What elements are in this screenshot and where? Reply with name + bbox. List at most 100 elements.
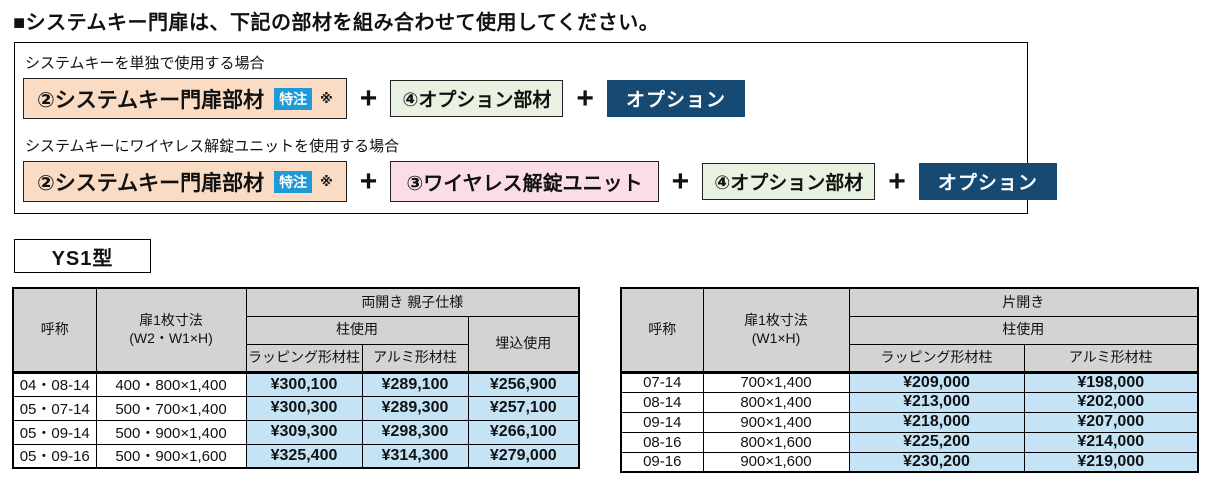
pillar-type-wrapping: ラッピング形材柱 [245, 343, 363, 373]
cell-name: 05・09-14 [12, 419, 97, 445]
cell-price-embed: ¥256,900 [467, 370, 580, 397]
group-header-double-leaf: 両開き 親子仕様 [245, 287, 580, 317]
plus-sign: + [671, 164, 690, 198]
model-label-box: YS1型 [14, 239, 151, 273]
cell-size: 800×1,600 [702, 431, 850, 453]
size-header-sub: (W1×H) [751, 329, 801, 346]
table-row: 05・09-16 500・900×1,600 ¥325,400 ¥314,300… [12, 443, 580, 469]
part-wireless-unlock-unit-label: ③ワイヤレス解錠ユニット [406, 173, 643, 195]
cell-price-aluminum: ¥207,000 [1023, 411, 1199, 433]
embed-use-header: 埋込使用 [467, 315, 580, 373]
part-system-key-gate: ②システムキー門扉部材 特注 ※ [23, 161, 347, 202]
cell-name: 05・09-16 [12, 443, 97, 469]
cell-size: 700×1,400 [702, 370, 850, 393]
cell-price-wrapping: ¥300,100 [245, 370, 363, 397]
cell-name: 07-14 [620, 370, 704, 393]
part-option-parts-label: ④オプション部材 [714, 173, 864, 194]
part-option-parts: ④オプション部材 [390, 80, 564, 117]
part-option-parts-label: ④オプション部材 [402, 90, 552, 111]
special-order-badge: 特注 [274, 170, 313, 193]
col-header-size: 扉1枚寸法 (W2・W1×H) [95, 287, 247, 373]
cell-size: 900×1,600 [702, 451, 850, 473]
case2-label: システムキーにワイヤレス解錠ユニットを使用する場合 [25, 138, 400, 155]
pillar-type-wrapping: ラッピング形材柱 [848, 343, 1025, 373]
case2-combo-row: ②システムキー門扉部材 特注 ※ + ③ワイヤレス解錠ユニット + ④オプション… [23, 161, 1057, 202]
plus-sign: + [359, 164, 378, 198]
cell-price-wrapping: ¥225,200 [848, 431, 1025, 453]
part-system-key-gate: ②システムキー門扉部材 特注 ※ [23, 78, 347, 119]
table-row: 09-16 900×1,600 ¥230,200 ¥219,000 [620, 451, 1199, 473]
cell-name: 05・07-14 [12, 395, 97, 421]
cell-price-wrapping: ¥218,000 [848, 411, 1025, 433]
table-row: 08-16 800×1,600 ¥225,200 ¥214,000 [620, 431, 1199, 453]
cell-price-wrapping: ¥209,000 [848, 370, 1025, 393]
usage-guide-box: システムキーを単独で使用する場合 ②システムキー門扉部材 特注 ※ + ④オプシ… [14, 42, 1057, 214]
part-option-label: オプション [937, 173, 1038, 194]
case1-label: システムキーを単独で使用する場合 [25, 55, 265, 72]
part-wireless-unlock-unit: ③ワイヤレス解錠ユニット [390, 161, 659, 202]
cell-name: 09-14 [620, 411, 704, 433]
model-label: YS1型 [51, 247, 114, 270]
table-row: 05・07-14 500・700×1,400 ¥300,300 ¥289,300… [12, 395, 580, 421]
cell-size: 500・900×1,600 [95, 443, 247, 469]
cell-size: 500・900×1,400 [95, 419, 247, 445]
size-header-main: 扉1枚寸法 [744, 312, 808, 329]
cell-price-aluminum: ¥202,000 [1023, 391, 1199, 413]
case1-combo-row: ②システムキー門扉部材 特注 ※ + ④オプション部材 + オプション [23, 78, 1027, 119]
cell-price-aluminum: ¥289,300 [361, 395, 469, 421]
reference-mark: ※ [320, 173, 333, 189]
pillar-use-header: 柱使用 [245, 315, 469, 345]
plus-sign: + [359, 81, 378, 115]
cell-price-aluminum: ¥219,000 [1023, 451, 1199, 473]
group-header-single-leaf: 片開き [848, 287, 1199, 317]
plus-sign: + [576, 81, 594, 115]
part-system-key-gate-label: ②システムキー門扉部材 [37, 171, 265, 195]
col-header-name: 呼称 [12, 287, 97, 373]
price-table-double-leaf: 呼称 扉1枚寸法 (W2・W1×H) 両開き 親子仕様 柱使用 埋込使用 ラッピ… [12, 287, 581, 469]
cell-name: 08-16 [620, 431, 704, 453]
cell-name: 08-14 [620, 391, 704, 413]
cell-name: 09-16 [620, 451, 704, 473]
cell-price-wrapping: ¥309,300 [245, 419, 363, 445]
cell-price-wrapping: ¥325,400 [245, 443, 363, 469]
table-row: 08-14 800×1,400 ¥213,000 ¥202,000 [620, 391, 1199, 413]
special-order-badge: 特注 [274, 87, 313, 110]
part-option: オプション [918, 163, 1057, 200]
plus-sign: + [888, 164, 906, 198]
cell-price-embed: ¥266,100 [467, 419, 580, 445]
pillar-use-header: 柱使用 [848, 315, 1199, 345]
cell-size: 400・800×1,400 [95, 370, 247, 397]
size-header-main: 扉1枚寸法 [139, 312, 203, 329]
part-option: オプション [606, 80, 745, 117]
cell-price-wrapping: ¥300,300 [245, 395, 363, 421]
table-row: 04・08-14 400・800×1,400 ¥300,100 ¥289,100… [12, 370, 580, 397]
table-row: 07-14 700×1,400 ¥209,000 ¥198,000 [620, 370, 1199, 393]
cell-size: 500・700×1,400 [95, 395, 247, 421]
price-table-single-leaf: 呼称 扉1枚寸法 (W1×H) 片開き 柱使用 ラッピング形材柱 アルミ形材柱 … [620, 287, 1199, 473]
size-header-sub: (W2・W1×H) [129, 329, 213, 346]
cell-price-aluminum: ¥298,300 [361, 419, 469, 445]
cell-price-aluminum: ¥198,000 [1023, 370, 1199, 393]
table-row: 05・09-14 500・900×1,400 ¥309,300 ¥298,300… [12, 419, 580, 445]
table-row: 09-14 900×1,400 ¥218,000 ¥207,000 [620, 411, 1199, 433]
cell-price-wrapping: ¥213,000 [848, 391, 1025, 413]
cell-price-wrapping: ¥230,200 [848, 451, 1025, 473]
cell-price-aluminum: ¥214,000 [1023, 431, 1199, 453]
cell-price-aluminum: ¥314,300 [361, 443, 469, 469]
part-option-label: オプション [625, 90, 726, 111]
col-header-size: 扉1枚寸法 (W1×H) [702, 287, 850, 373]
page-title: ■システムキー門扉は、下記の部材を組み合わせて使用してください。 [13, 12, 660, 34]
cell-size: 800×1,400 [702, 391, 850, 413]
cell-price-embed: ¥279,000 [467, 443, 580, 469]
cell-price-aluminum: ¥289,100 [361, 370, 469, 397]
cell-name: 04・08-14 [12, 370, 97, 397]
col-header-name: 呼称 [620, 287, 704, 373]
pillar-type-aluminum: アルミ形材柱 [361, 343, 469, 373]
part-option-parts: ④オプション部材 [702, 163, 876, 200]
cell-price-embed: ¥257,100 [467, 395, 580, 421]
pillar-type-aluminum: アルミ形材柱 [1023, 343, 1199, 373]
part-system-key-gate-label: ②システムキー門扉部材 [37, 88, 265, 112]
reference-mark: ※ [320, 90, 333, 106]
cell-size: 900×1,400 [702, 411, 850, 433]
